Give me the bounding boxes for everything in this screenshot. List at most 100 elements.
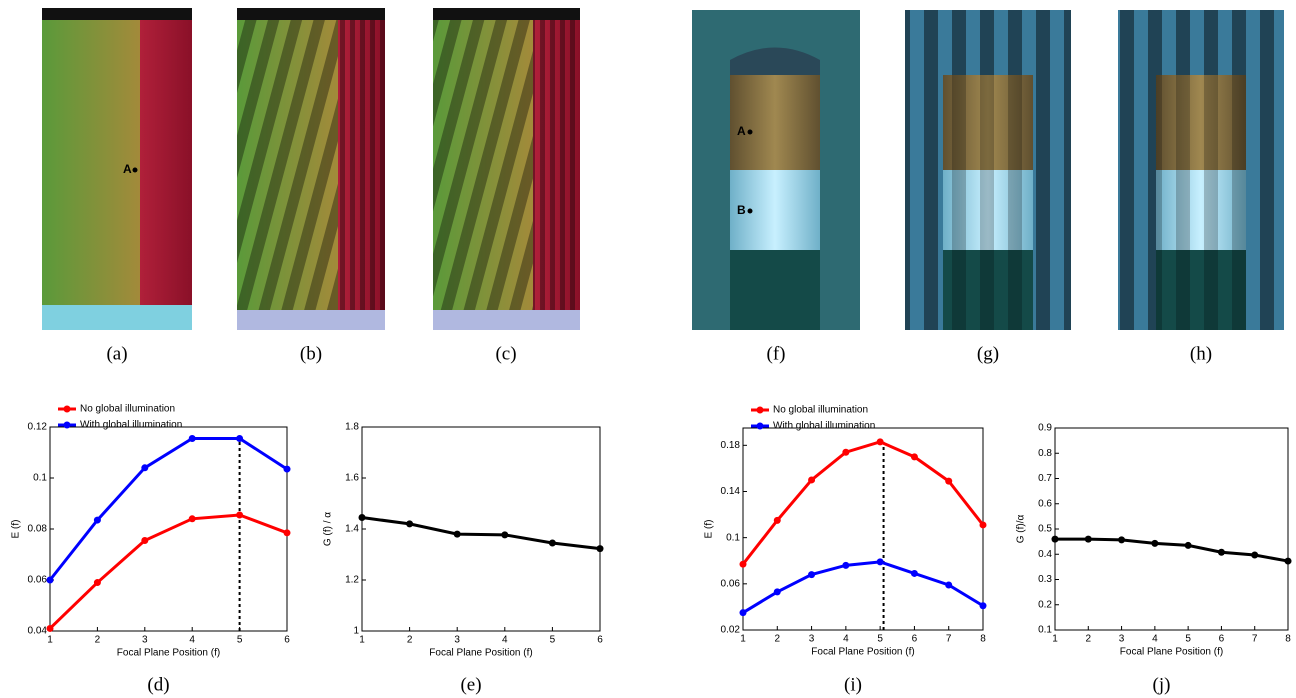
photo-b [237, 8, 385, 330]
point-label: A [123, 162, 132, 176]
x-tick-label: 1 [740, 634, 746, 645]
data-point [1251, 551, 1259, 559]
x-axis-label: Focal Plane Position (f) [429, 648, 532, 659]
x-tick-label: 4 [502, 635, 508, 646]
data-point [773, 516, 781, 524]
y-axis-label: E (f) [11, 520, 22, 539]
legend-label: No global illumination [80, 404, 175, 415]
data-point [141, 536, 149, 544]
x-tick-label: 6 [1219, 634, 1225, 645]
y-tick-label: 1.6 [345, 473, 359, 484]
y-tick-label: 0.8 [1038, 448, 1052, 459]
legend-marker [756, 422, 764, 430]
x-tick-label: 2 [407, 635, 413, 646]
y-tick-label: 0.1 [33, 473, 47, 484]
photo-a [42, 8, 192, 330]
data-point [910, 569, 918, 577]
data-point [808, 476, 816, 484]
data-point [842, 561, 850, 569]
series-line [742, 560, 984, 614]
data-point [501, 531, 509, 539]
data-point [1151, 539, 1159, 547]
y-axis-label: G (f) / α [323, 512, 334, 546]
y-tick-label: 0.04 [28, 626, 48, 637]
x-tick-label: 6 [597, 635, 603, 646]
data-point [910, 453, 918, 461]
data-point [283, 529, 291, 537]
x-tick-label: 4 [189, 635, 195, 646]
data-point [548, 539, 556, 547]
series-line [361, 516, 601, 551]
data-point [1284, 557, 1292, 565]
caption: (g) [977, 343, 999, 364]
series-line [741, 440, 985, 566]
data-point [283, 465, 291, 473]
x-tick-label: 4 [843, 634, 849, 645]
x-tick-label: 2 [1086, 634, 1092, 645]
legend-marker [63, 405, 71, 413]
y-tick-label: 1.4 [345, 524, 359, 535]
data-point [236, 434, 244, 442]
x-axis-label: Focal Plane Position (f) [811, 647, 914, 658]
data-point [46, 576, 54, 584]
x-tick-label: 5 [550, 635, 556, 646]
data-point [141, 464, 149, 472]
data-point [876, 438, 884, 446]
x-tick-label: 3 [454, 635, 460, 646]
x-tick-label: 3 [809, 634, 815, 645]
x-tick-label: 8 [980, 634, 986, 645]
y-axis-label: G (f)/α [1016, 515, 1027, 544]
x-tick-label: 2 [95, 635, 101, 646]
y-tick-label: 1 [353, 626, 359, 637]
x-tick-label: 5 [877, 634, 883, 645]
point-label: A [737, 124, 746, 138]
caption: (a) [106, 343, 127, 364]
plot-frame [361, 426, 601, 632]
legend-marker [63, 421, 71, 429]
x-tick-label: 4 [1152, 634, 1158, 645]
data-point [945, 581, 953, 589]
legend-marker [756, 406, 764, 414]
data-point [739, 609, 747, 617]
caption: (h) [1190, 343, 1212, 364]
y-tick-label: 0.08 [28, 524, 48, 535]
x-tick-label: 1 [47, 635, 53, 646]
photo-c [433, 8, 580, 330]
x-tick-label: 5 [237, 635, 243, 646]
y-tick-label: 0.06 [28, 575, 48, 586]
y-tick-label: 0.02 [721, 625, 741, 636]
chart-caption: (j) [1153, 674, 1171, 695]
data-point [46, 624, 54, 632]
x-tick-label: 6 [912, 634, 918, 645]
data-point [808, 571, 816, 579]
chart-caption: (e) [460, 674, 481, 695]
y-tick-label: 1.8 [345, 422, 359, 433]
x-tick-label: 3 [142, 635, 148, 646]
data-point [453, 530, 461, 538]
data-point [979, 602, 987, 610]
x-tick-label: 8 [1285, 634, 1291, 645]
series-line [48, 513, 288, 630]
plot-frame [742, 427, 984, 631]
x-tick-label: 7 [946, 634, 952, 645]
x-tick-label: 7 [1252, 634, 1258, 645]
y-tick-label: 0.14 [721, 486, 741, 497]
x-tick-label: 5 [1185, 634, 1191, 645]
y-tick-label: 0.9 [1038, 423, 1052, 434]
y-tick-label: 0.4 [1038, 549, 1052, 560]
data-point [739, 560, 747, 568]
series-line [1055, 537, 1289, 563]
data-point [876, 558, 884, 566]
point-label: B [737, 203, 746, 217]
data-point [596, 545, 604, 553]
data-point [93, 579, 101, 587]
y-axis-label: E (f) [704, 520, 715, 539]
plot-frame [1054, 427, 1289, 631]
legend-label: With global illumination [773, 421, 875, 432]
y-tick-label: 0.1 [726, 532, 740, 543]
data-point [188, 434, 196, 442]
x-axis-label: Focal Plane Position (f) [117, 648, 220, 659]
x-tick-label: 1 [1052, 634, 1058, 645]
y-tick-label: 0.7 [1038, 473, 1052, 484]
photo-g [905, 10, 1071, 330]
